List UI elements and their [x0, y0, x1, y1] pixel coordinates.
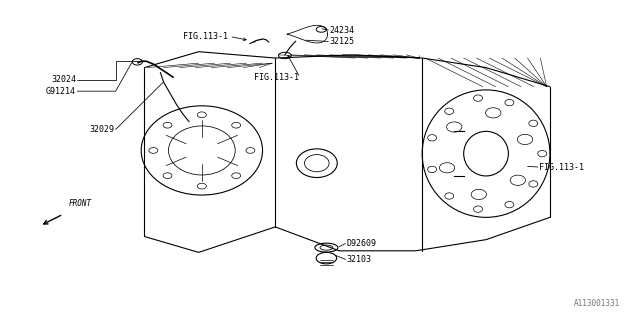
Text: 32103: 32103 [347, 255, 372, 264]
Text: A113001331: A113001331 [574, 299, 620, 308]
Text: FIG.113-1: FIG.113-1 [254, 73, 299, 82]
Text: 32024: 32024 [51, 75, 76, 84]
Text: 32029: 32029 [90, 125, 115, 134]
Text: FIG.113-1: FIG.113-1 [539, 163, 584, 172]
Text: 24234: 24234 [330, 26, 355, 35]
Text: FIG.113-1: FIG.113-1 [183, 32, 228, 41]
Text: 32125: 32125 [330, 37, 355, 46]
Text: G91214: G91214 [46, 87, 76, 96]
Text: FRONT: FRONT [68, 199, 92, 208]
Text: D92609: D92609 [347, 239, 377, 248]
